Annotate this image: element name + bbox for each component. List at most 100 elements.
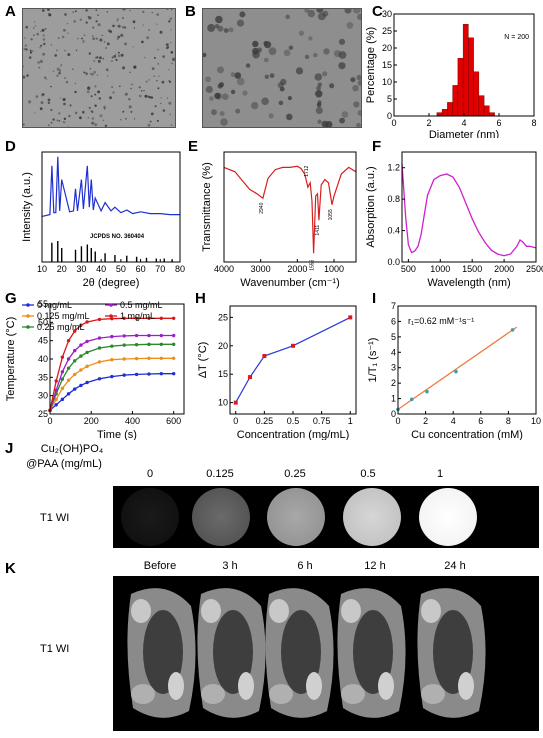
nanoparticle [112, 24, 115, 28]
mri-mouse-strip [113, 576, 539, 731]
nanoparticle [117, 35, 121, 39]
x-tick-label: 20 [57, 264, 67, 274]
temperature-point [171, 356, 176, 360]
legend-swatch-marker [26, 325, 30, 329]
nanoparticle [269, 73, 275, 78]
y-tick-label: 6 [391, 316, 396, 326]
nanoparticle [93, 70, 96, 74]
relaxivity-point [510, 328, 515, 332]
temperature-point [110, 374, 114, 379]
nanoparticle [159, 30, 163, 34]
nanoparticle [111, 85, 114, 89]
x-tick-label: 1 [348, 416, 353, 426]
nanoparticle [50, 85, 52, 88]
nanoparticle [42, 93, 45, 96]
nanoparticle [157, 62, 160, 65]
x-tick-label: 10 [531, 416, 541, 426]
nanoparticle [97, 23, 101, 27]
nanoparticle [211, 109, 217, 116]
nanoparticle [142, 24, 144, 26]
phantom-1 [419, 488, 477, 546]
nanoparticle [47, 12, 50, 15]
nanoparticle [357, 13, 361, 20]
nanoparticle [171, 9, 173, 11]
temperature-point [147, 316, 151, 320]
nanoparticle [222, 93, 229, 100]
nanoparticle [142, 10, 145, 13]
nanoparticle [105, 47, 107, 49]
nanoparticle [33, 21, 36, 23]
nanoparticle [304, 9, 310, 13]
x-axis-label: 2θ (degree) [83, 277, 140, 289]
nanoparticle [79, 18, 82, 21]
relaxivity-point [410, 397, 414, 402]
nanoparticle [117, 51, 120, 54]
nanoparticle [25, 25, 28, 29]
temperature-point [73, 359, 77, 363]
nanoparticle [89, 68, 92, 70]
nanoparticle [133, 27, 136, 29]
nanoparticle [308, 36, 313, 41]
nanoparticle [97, 90, 100, 94]
nanoparticle [144, 94, 148, 98]
x-tick-label: 70 [155, 264, 165, 274]
y-tick-label: 0.4 [387, 226, 400, 236]
nanoparticle [67, 126, 69, 127]
nanoparticle [58, 69, 62, 72]
nanoparticle [95, 57, 97, 59]
nanoparticle [264, 57, 269, 63]
x-axis-label: Wavelength (nm) [427, 277, 510, 289]
nanoparticle [264, 74, 269, 80]
nanoparticle [285, 14, 290, 20]
nanoparticle [123, 9, 126, 11]
nanoparticle [64, 49, 66, 52]
nanoparticle [352, 85, 359, 92]
nanoparticle [75, 49, 78, 51]
x-axis-label: Cu concentration (mM) [411, 429, 523, 440]
nanoparticle [219, 111, 225, 117]
nanoparticle [146, 36, 150, 40]
nanoparticle [58, 120, 61, 122]
nanoparticle [141, 40, 144, 44]
x-tick-label: 4000 [214, 264, 234, 274]
y-axis-label: ΔT (°C) [197, 342, 209, 379]
k-row-label: T1 WI [40, 643, 70, 655]
nanoparticle [156, 80, 158, 82]
nanoparticle [356, 74, 361, 81]
mri-mouse-slice [417, 588, 486, 718]
temperature-point [54, 388, 58, 392]
nanoparticle [151, 12, 153, 14]
y-tick-label: 15 [218, 369, 228, 379]
nanoparticle [85, 21, 88, 24]
nanoparticle [325, 121, 333, 127]
nanoparticle [88, 106, 91, 109]
histogram-bar [447, 102, 453, 117]
nanoparticle [94, 104, 97, 107]
nanoparticle [313, 53, 318, 58]
nanoparticle [93, 60, 96, 62]
nanoparticle [99, 38, 103, 42]
nanoparticle [39, 47, 41, 49]
temperature-point [122, 357, 126, 361]
x-tick-label: 40 [96, 264, 106, 274]
nanoparticle [356, 122, 361, 127]
x-tick-label: 200 [84, 416, 99, 426]
temperature-point [54, 397, 58, 402]
nanoparticle [230, 89, 236, 95]
x-tick-label: 1000 [430, 264, 450, 274]
temperature-point [110, 316, 114, 321]
temperature-point [159, 342, 164, 347]
chart-ftir: 4000 3000 2000 1000 2940 1712 1556 1411 1055 Wave… [201, 151, 357, 289]
x-tick-label: 50 [116, 264, 126, 274]
x-tick-label: 3000 [251, 264, 271, 274]
nanoparticle [72, 68, 74, 70]
nanoparticle [113, 55, 117, 58]
nanoparticle [23, 65, 25, 68]
nanoparticle [98, 97, 102, 100]
y-tick-label: 4 [391, 347, 396, 357]
nanoparticle [54, 54, 57, 57]
k-col-header: 12 h [364, 560, 386, 572]
y-tick-label: 20 [382, 43, 392, 53]
temperature-point [79, 343, 83, 347]
nanoparticle [130, 110, 133, 113]
